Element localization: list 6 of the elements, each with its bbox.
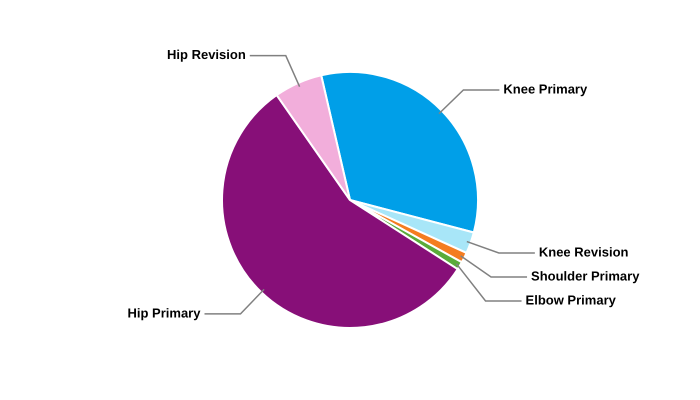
slice-label: Hip Revision: [167, 47, 246, 62]
slice-label: Hip Primary: [128, 305, 202, 320]
slice-label: Knee Revision: [538, 244, 629, 260]
slice-label: Elbow Primary: [526, 292, 617, 308]
slice-label: Shoulder Primary: [531, 268, 640, 284]
slice-label: Knee Primary: [503, 82, 588, 97]
